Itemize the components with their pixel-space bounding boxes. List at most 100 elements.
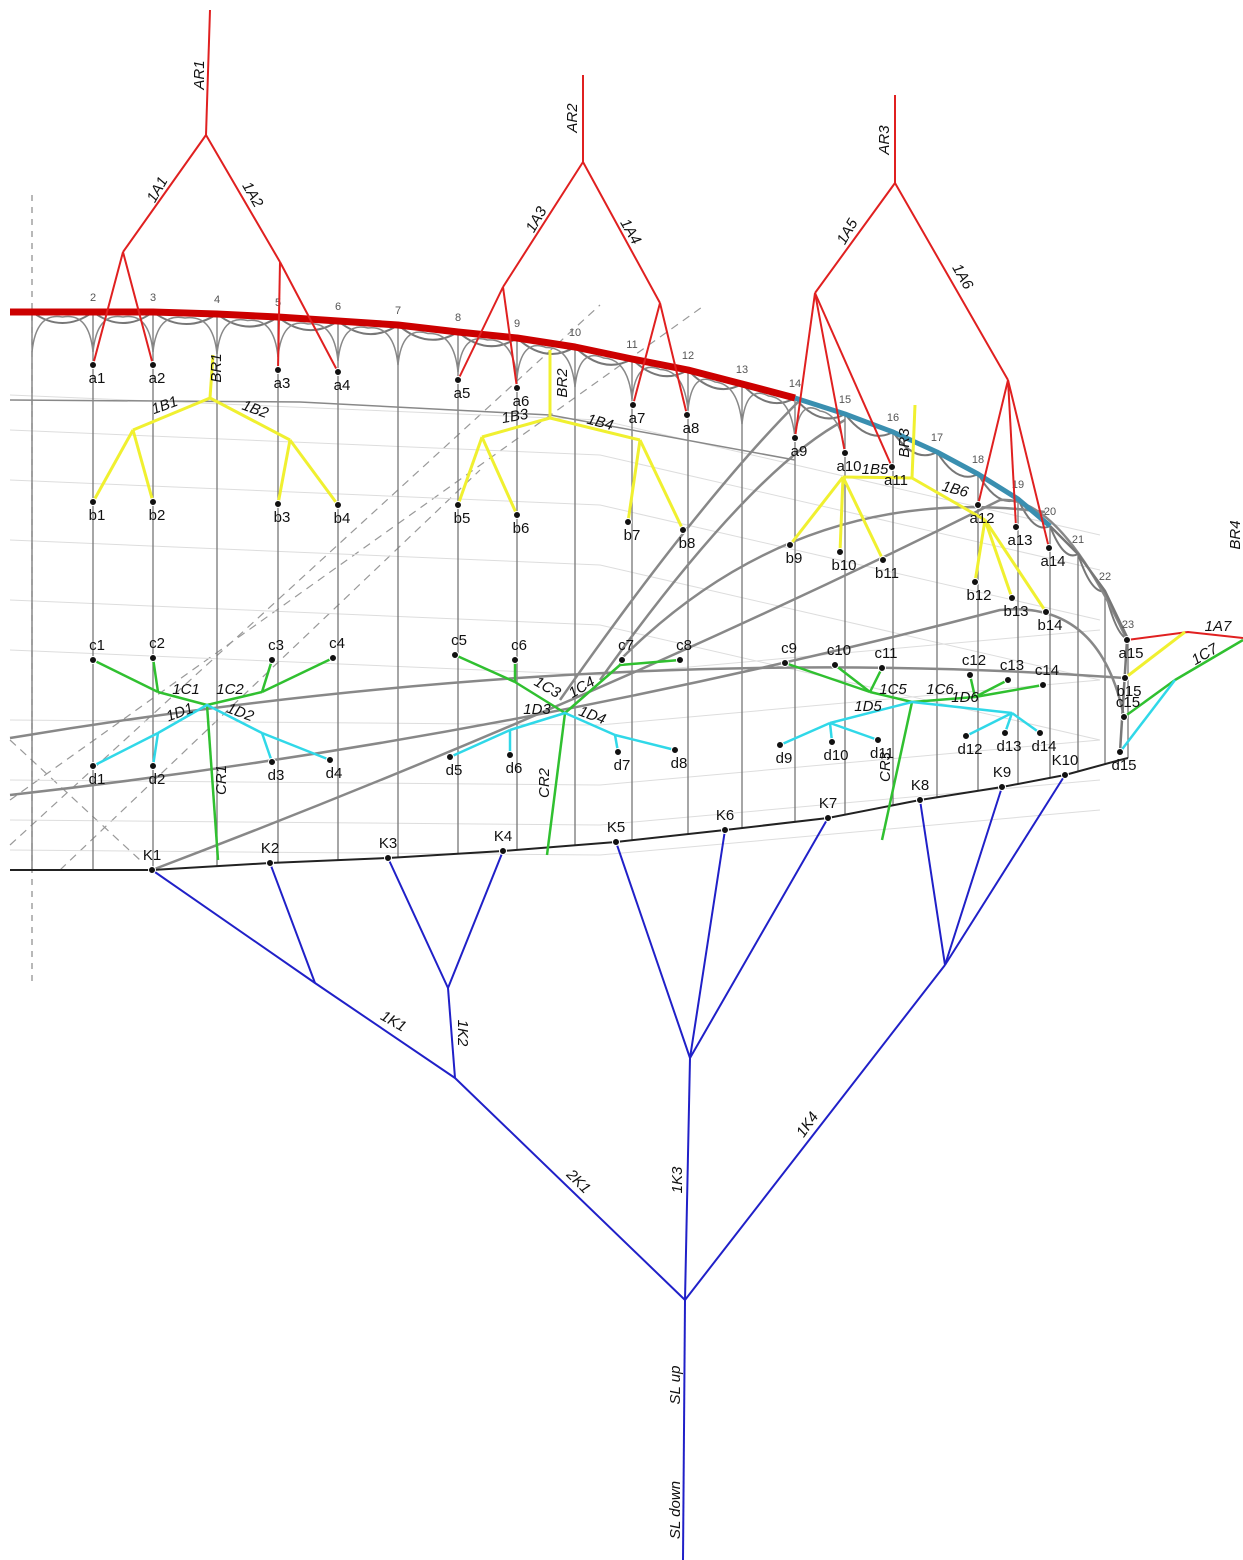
bridle-line bbox=[260, 732, 274, 763]
bridle-line bbox=[944, 774, 1066, 966]
attachment-point bbox=[888, 463, 896, 471]
label: a10 bbox=[836, 458, 861, 475]
cell-arch bbox=[574, 346, 633, 366]
label: b7 bbox=[624, 527, 641, 544]
label: 1C5 bbox=[879, 681, 907, 698]
attachment-point bbox=[974, 501, 982, 509]
leading-edge-tip bbox=[794, 395, 1052, 528]
label: 12 bbox=[682, 350, 694, 362]
bridle-line bbox=[91, 429, 135, 503]
label: c2 bbox=[149, 635, 165, 652]
label: d4 bbox=[326, 765, 343, 782]
label: a15 bbox=[1118, 645, 1143, 662]
label: c13 bbox=[1000, 657, 1024, 674]
construction-line bbox=[9, 304, 706, 801]
bridle-line bbox=[919, 799, 946, 966]
label: 1D6 bbox=[951, 689, 979, 706]
label: 1B5 bbox=[862, 461, 889, 478]
label: CR2 bbox=[536, 767, 553, 798]
attachment-point bbox=[506, 751, 514, 759]
bridle-line bbox=[626, 439, 642, 523]
label: a11 bbox=[884, 472, 908, 489]
attachment-point bbox=[149, 762, 157, 770]
label: 4 bbox=[214, 294, 220, 306]
attachment-point bbox=[499, 847, 507, 855]
cell-arch bbox=[337, 320, 399, 336]
bridle-line bbox=[92, 658, 159, 694]
label: c8 bbox=[676, 637, 692, 654]
attachment-point bbox=[274, 500, 282, 508]
attachment-point bbox=[1036, 729, 1044, 737]
label: b14 bbox=[1037, 617, 1062, 634]
profile-line bbox=[9, 539, 1101, 681]
attachment-point bbox=[268, 758, 276, 766]
attachment-point bbox=[384, 854, 392, 862]
attachment-point bbox=[781, 659, 789, 667]
label: c10 bbox=[827, 642, 851, 659]
label: 8 bbox=[455, 312, 461, 324]
attachment-point bbox=[334, 501, 342, 509]
label: b10 bbox=[831, 557, 856, 574]
label: 16 bbox=[887, 412, 899, 424]
bridle-line bbox=[842, 475, 986, 522]
label: b11 bbox=[875, 565, 899, 582]
bridle-line bbox=[456, 436, 484, 506]
label: 13 bbox=[736, 364, 748, 376]
label: d2 bbox=[149, 771, 166, 788]
attachment-point bbox=[1042, 608, 1050, 616]
bridle-line bbox=[480, 436, 519, 516]
bridle-line bbox=[269, 862, 316, 984]
attachment-point bbox=[1061, 771, 1069, 779]
attachment-point bbox=[614, 748, 622, 756]
label: b3 bbox=[274, 509, 291, 526]
leading-edge bbox=[10, 308, 796, 402]
profile-curve bbox=[558, 399, 801, 701]
bridle-line bbox=[838, 476, 845, 553]
bridle-line bbox=[788, 476, 845, 546]
construction-line bbox=[9, 739, 141, 861]
label: b1 bbox=[89, 507, 106, 524]
label: 1C2 bbox=[216, 681, 244, 698]
label: d6 bbox=[506, 760, 523, 777]
bridle-line bbox=[689, 817, 829, 1059]
label: c6 bbox=[511, 637, 527, 654]
bridle-line bbox=[132, 396, 291, 442]
label: SL down bbox=[667, 1481, 684, 1539]
attachment-point bbox=[89, 361, 97, 369]
attachment-point bbox=[1039, 681, 1047, 689]
attachment-point bbox=[1120, 713, 1128, 721]
label: a3 bbox=[274, 375, 291, 392]
label: 1A7 bbox=[1205, 618, 1232, 635]
bridle-line bbox=[1119, 679, 1176, 753]
bridle-line bbox=[615, 841, 691, 1059]
attachment-point bbox=[1008, 594, 1016, 602]
bridle-line bbox=[151, 869, 686, 1301]
attachment-point bbox=[841, 449, 849, 457]
cell-arch bbox=[516, 337, 576, 355]
bridle-line bbox=[122, 134, 281, 263]
label: 1A6 bbox=[948, 261, 976, 293]
attachment-point bbox=[971, 578, 979, 586]
cell-arch bbox=[31, 311, 94, 324]
bridle-line bbox=[157, 703, 263, 735]
attachment-point bbox=[89, 762, 97, 770]
label: 1B4 bbox=[585, 411, 615, 434]
bridle-line bbox=[983, 519, 1014, 599]
label: d7 bbox=[614, 757, 631, 774]
label: K2 bbox=[261, 840, 279, 857]
attachment-point bbox=[513, 384, 521, 392]
label: 1B3 bbox=[500, 406, 530, 427]
bridle-line bbox=[684, 964, 946, 1301]
bridle-line bbox=[122, 251, 154, 366]
bridle-line bbox=[619, 658, 681, 667]
bridle-line bbox=[387, 850, 504, 989]
attachment-point bbox=[266, 859, 274, 867]
attachment-point bbox=[148, 866, 156, 874]
bridle-line bbox=[814, 292, 846, 454]
attachment-point bbox=[671, 746, 679, 754]
attachment-point bbox=[831, 661, 839, 669]
label: d13 bbox=[996, 738, 1021, 755]
label: BR3 bbox=[896, 428, 913, 458]
label: K1 bbox=[143, 847, 161, 864]
label: 1K4 bbox=[793, 1109, 822, 1141]
